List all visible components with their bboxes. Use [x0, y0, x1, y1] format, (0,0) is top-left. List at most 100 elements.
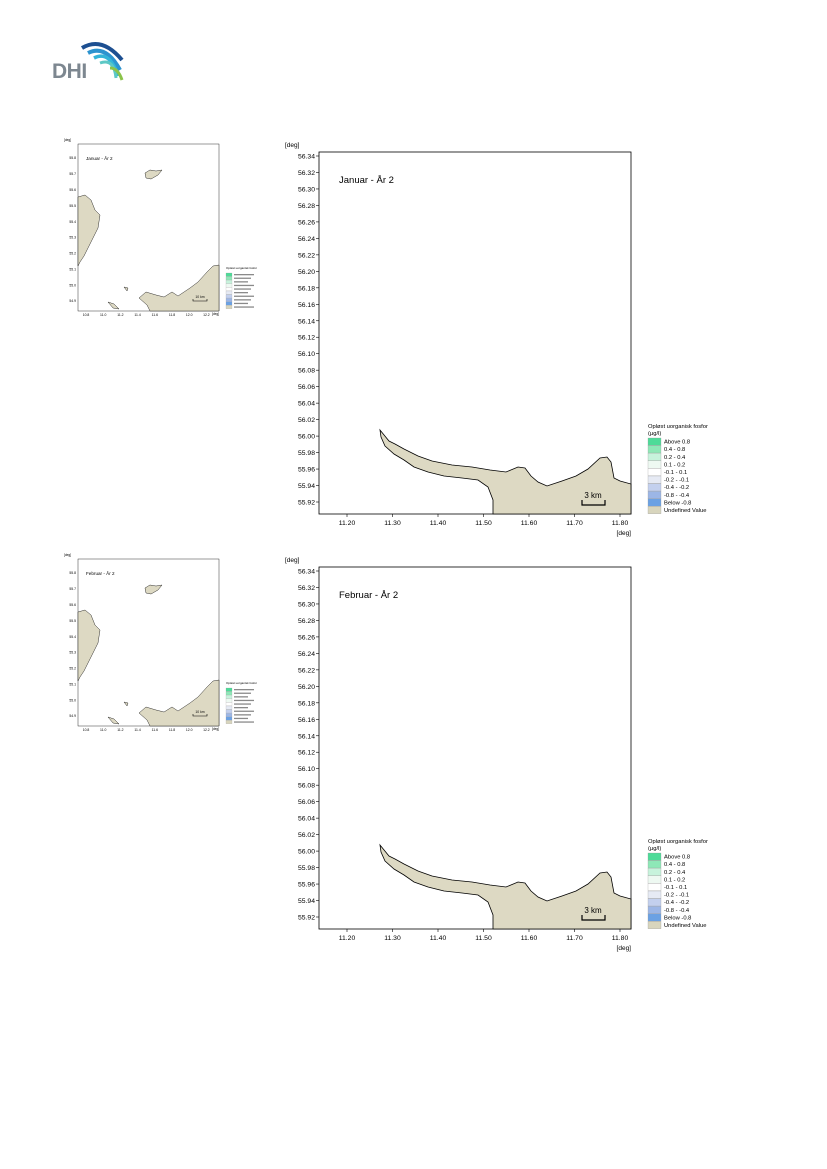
overview-y-tick-label: 55.0 — [69, 698, 76, 702]
overview-y-tick-label: 55.4 — [69, 220, 76, 224]
legend-label: 0.4 - 0.8 — [664, 862, 685, 868]
y-tick-label: 56.30 — [298, 601, 315, 608]
x-tick-label: 11.50 — [475, 520, 492, 527]
overview-legend-label-mark — [234, 714, 251, 716]
x-tick-label: 11.30 — [384, 935, 401, 942]
overview-legend-title: Opløst uorganisk fosfor — [226, 681, 257, 685]
legend-label: 0.1 - 0.2 — [664, 877, 685, 883]
overview-y-tick-label: 55.1 — [69, 267, 76, 271]
overview-scale-label: 10 km — [195, 710, 204, 714]
overview-legend-swatch — [225, 283, 233, 288]
y-tick-label: 56.14 — [298, 318, 315, 325]
legend-label: Undefined Value — [664, 923, 706, 929]
overview-legend-label-mark — [234, 302, 248, 305]
y-tick-label: 56.34 — [298, 154, 315, 161]
overview-legend-label-mark — [234, 288, 251, 290]
overview-x-unit: [deg] — [212, 727, 219, 731]
overview-legend-label-mark — [234, 299, 251, 301]
legend-label: Below -0.8 — [664, 500, 691, 506]
legend-swatch — [647, 913, 662, 922]
y-tick-label: 56.10 — [298, 351, 315, 358]
y-tick-label: 55.96 — [298, 882, 315, 889]
map-title: Februar - År 2 — [339, 590, 398, 601]
overview-legend-label-mark — [234, 692, 251, 694]
overview-x-tick-label: 12.0 — [186, 728, 193, 732]
legend-swatch — [647, 491, 662, 499]
x-axis-unit: [deg] — [617, 945, 632, 952]
overview-map: [deg] Januar - År 2 55.8 55.7 55.6 55.5 55.4 55… — [64, 138, 257, 317]
coastline-land — [379, 843, 632, 930]
overview-land-west — [77, 194, 101, 267]
y-tick-label: 56.34 — [298, 569, 315, 576]
y-tick-label: 56.04 — [298, 401, 315, 408]
overview-legend-swatch — [225, 691, 233, 696]
overview-y-tick-label: 54.9 — [69, 714, 76, 718]
dhi-logo: DHI — [52, 38, 128, 83]
y-tick-label: 56.26 — [298, 634, 315, 641]
legend-swatch — [647, 506, 662, 514]
legend-swatch — [647, 890, 662, 899]
overview-legend-swatch — [225, 687, 233, 692]
overview-legend-swatch — [225, 695, 233, 699]
legend-label: Above 0.8 — [664, 855, 690, 861]
y-tick-label: 56.20 — [298, 269, 315, 276]
legend-swatch — [647, 468, 662, 476]
overview-y-tick-label: 55.3 — [69, 651, 76, 655]
overview-y-tick-label: 55.2 — [69, 667, 76, 671]
legend-swatch — [647, 868, 662, 876]
overview-legend-label-mark — [234, 281, 248, 283]
overview-x-tick-label: 11.0 — [100, 728, 106, 732]
overview-legend-swatch — [225, 698, 233, 703]
x-tick-label: 11.20 — [339, 935, 356, 942]
overview-legend-swatch — [225, 290, 233, 295]
overview-y-tick-label: 55.3 — [69, 236, 76, 240]
y-tick-label: 56.02 — [298, 417, 315, 424]
legend-label: Below -0.8 — [664, 915, 691, 921]
overview-y-unit: [deg] — [64, 553, 71, 557]
overview-legend-label-mark — [234, 292, 248, 294]
x-tick-label: 11.80 — [612, 935, 629, 942]
overview-x-tick-label: 12.0 — [186, 313, 193, 317]
legend-label: 0.1 - 0.2 — [664, 462, 685, 468]
overview-y-tick-label: 55.6 — [69, 603, 76, 607]
y-tick-label: 56.26 — [298, 219, 315, 226]
overview-x-tick-label: 11.2 — [117, 728, 123, 732]
y-tick-label: 56.12 — [298, 750, 315, 757]
overview-title: Februar - År 2 — [86, 570, 115, 576]
y-axis-unit: [deg] — [285, 142, 300, 149]
legend-label: 0.4 - 0.8 — [664, 447, 685, 453]
overview-legend-label-mark — [234, 707, 248, 709]
y-tick-label: 56.28 — [298, 203, 315, 210]
map-panel-january: [deg] Januar - År 2 55.8 55.7 55.6 55.5 55.4 55… — [0, 0, 827, 545]
legend-label: -0.8 - -0.4 — [664, 493, 690, 499]
overview-legend-swatch — [225, 301, 233, 306]
x-tick-label: 11.60 — [521, 935, 538, 942]
y-tick-label: 56.08 — [298, 368, 315, 375]
x-tick-label: 11.80 — [612, 520, 629, 527]
legend-swatch — [647, 898, 662, 907]
overview-y-tick-label: 55.8 — [69, 156, 76, 160]
overview-legend-label-mark — [234, 717, 248, 720]
overview-map: [deg] Februar - År 2 55.8 55.7 55.6 55.5 55.4 5… — [64, 553, 257, 732]
legend-swatch — [647, 460, 662, 469]
overview-island-tiny — [123, 286, 129, 292]
x-axis-unit: [deg] — [617, 530, 632, 537]
overview-legend-label-mark — [234, 689, 254, 691]
x-tick-label: 11.30 — [384, 520, 401, 527]
y-tick-label: 55.94 — [298, 483, 315, 490]
y-tick-label: 56.14 — [298, 733, 315, 740]
x-tick-label: 11.40 — [430, 935, 447, 942]
legend-label: -0.1 - 0.1 — [664, 470, 687, 476]
overview-island-tiny — [123, 701, 129, 707]
overview-island-small — [107, 301, 120, 310]
y-tick-label: 56.08 — [298, 783, 315, 790]
legend-swatch — [647, 875, 662, 884]
overview-y-tick-label: 55.8 — [69, 571, 76, 575]
x-tick-label: 11.20 — [339, 520, 356, 527]
overview-legend-swatch — [225, 713, 233, 717]
overview-land-southeast — [138, 264, 220, 312]
overview-x-tick-label: 11.2 — [117, 313, 123, 317]
legend-label: 0.2 - 0.4 — [664, 870, 686, 876]
overview-scale-label: 10 km — [195, 295, 204, 299]
legend-swatch — [647, 498, 662, 507]
